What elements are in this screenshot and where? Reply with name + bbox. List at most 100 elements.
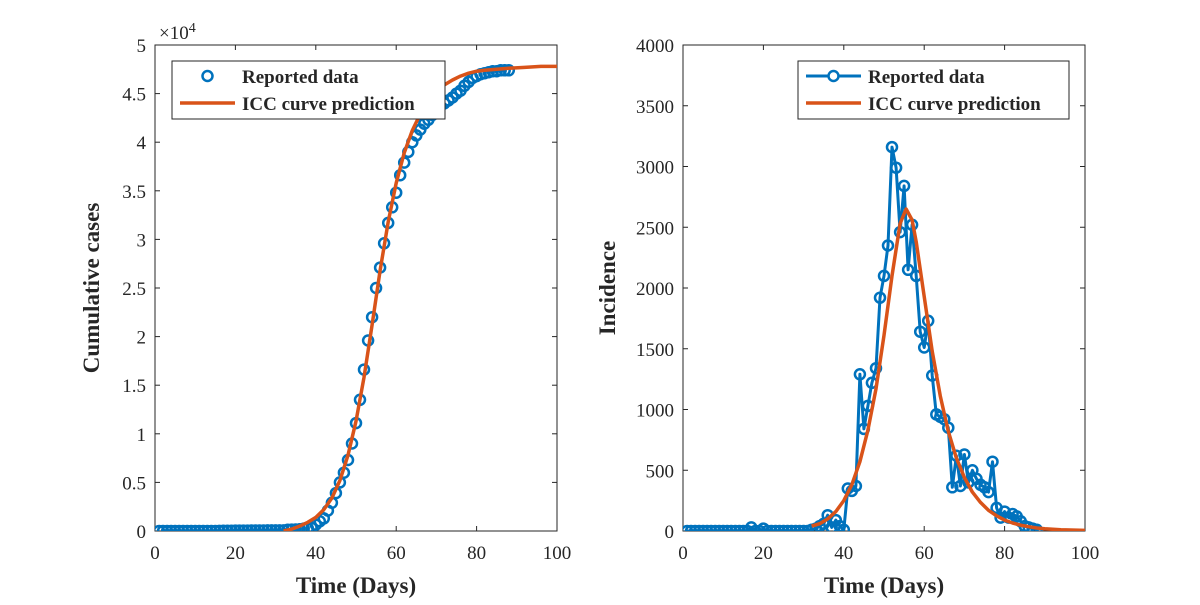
right-y-tick-label: 500 <box>646 461 675 482</box>
right-x-axis-label: Time (Days) <box>824 573 944 598</box>
right-data-point <box>781 524 794 531</box>
right-x-tick-label: 80 <box>995 543 1014 564</box>
right-data-point <box>700 524 714 531</box>
left-y-tick-label: 1 <box>137 425 147 446</box>
left-data-point <box>180 524 194 531</box>
right-data-point <box>724 524 738 531</box>
left-y-tick-label: 3 <box>137 230 147 251</box>
right-legend: Reported data ICC curve prediction <box>797 60 1070 120</box>
left-data-point <box>213 524 226 531</box>
left-y-tick-label: 2 <box>137 328 147 349</box>
left-data-point <box>192 524 206 531</box>
right-y-tick-label: 2500 <box>636 218 674 239</box>
right-data-point <box>688 524 702 531</box>
right-data-point <box>761 524 774 531</box>
right-y-tick-label: 3500 <box>636 97 674 118</box>
left-data-point <box>155 524 166 531</box>
right-data-point <box>982 485 995 499</box>
left-data-point <box>176 524 190 531</box>
right-data-point <box>889 161 903 174</box>
right-x-tick-label: 40 <box>834 543 853 564</box>
right-data-point <box>769 524 782 531</box>
right-data-point <box>885 140 899 154</box>
right-data-point <box>913 325 927 338</box>
left-data-point <box>261 524 274 531</box>
left-legend: Reported data ICC curve prediction <box>171 60 446 120</box>
left-data-point <box>257 524 270 531</box>
right-data-point <box>733 524 746 531</box>
left-legend-marker-swatch <box>201 69 214 83</box>
right-y-tick-label: 3000 <box>636 158 674 179</box>
left-y-tick-label: 0.5 <box>122 473 146 494</box>
left-x-tick-label: 20 <box>226 543 245 564</box>
right-data-point <box>873 291 887 304</box>
left-data-point <box>160 524 174 531</box>
left-data-point <box>245 524 258 531</box>
right-data-point <box>765 524 778 531</box>
left-x-tick-label: 60 <box>387 543 406 564</box>
left-y-tick-label: 4 <box>137 133 147 154</box>
right-data-point <box>720 524 734 531</box>
right-legend-marker-swatch <box>827 69 840 83</box>
left-series-group <box>155 64 557 531</box>
right-data-point <box>683 524 694 531</box>
right-data-point <box>692 524 706 531</box>
left-data-point <box>201 524 214 531</box>
left-data-point <box>188 524 202 531</box>
left-data-point <box>265 524 278 531</box>
right-data-point <box>946 481 959 494</box>
right-data-point <box>737 524 750 531</box>
left-y-axis-label: Cumulative cases <box>79 203 104 374</box>
right-data-point <box>958 448 971 461</box>
right-data-point <box>712 524 726 531</box>
right-data-point <box>917 341 931 354</box>
left-fit-curve <box>283 64 557 531</box>
left-plot: 0 20 40 60 80 100 0 0.5 1 1.5 2 2.5 3 3.5 4 4.5 5 ×104 Tim… <box>79 21 571 599</box>
right-data-point <box>869 361 883 375</box>
right-legend-label: ICC curve prediction <box>868 94 1041 115</box>
right-data-point <box>986 455 999 468</box>
left-data-point <box>237 524 250 531</box>
right-data-point <box>793 524 806 531</box>
right-data-point <box>901 263 915 277</box>
right-data-point <box>785 524 798 531</box>
left-legend-label: Reported data <box>242 67 359 88</box>
right-data-point <box>877 269 891 283</box>
right-data-point <box>897 179 911 193</box>
left-data-point <box>196 524 210 531</box>
left-x-tick-label: 80 <box>467 543 486 564</box>
right-legend-label: Reported data <box>868 67 985 88</box>
left-data-point <box>164 524 178 531</box>
left-data-point <box>205 524 218 531</box>
right-x-tick-label: 20 <box>754 543 773 564</box>
right-data-point <box>696 524 710 531</box>
right-legend-box <box>797 60 1070 120</box>
left-data-point <box>184 524 198 531</box>
right-data-point <box>853 368 867 381</box>
right-data-point <box>777 524 790 531</box>
right-data-point <box>797 524 810 531</box>
left-data-point <box>253 524 266 531</box>
left-data-point <box>168 524 182 531</box>
right-data-point <box>708 524 722 531</box>
right-data-point <box>716 524 730 531</box>
left-data-point <box>225 524 238 531</box>
right-data-point <box>684 524 698 531</box>
right-data-point <box>773 524 786 531</box>
left-x-axis-label: Time (Days) <box>296 573 416 598</box>
left-data-point <box>269 524 282 531</box>
left-y-tick-label: 1.5 <box>122 376 146 397</box>
right-y-axis-label: Incidence <box>595 241 620 336</box>
left-data-point <box>172 524 186 531</box>
right-data-point <box>704 524 718 531</box>
left-data-point <box>229 524 242 531</box>
left-data-point <box>221 524 234 531</box>
right-series-group <box>683 140 1085 531</box>
left-legend-box <box>171 60 446 120</box>
left-y-tick-label: 3.5 <box>122 182 146 203</box>
right-fit-curve <box>811 207 1085 531</box>
right-x-tick-label: 100 <box>1071 543 1100 564</box>
right-y-tick-label: 2000 <box>636 279 674 300</box>
left-data-point <box>156 524 170 531</box>
